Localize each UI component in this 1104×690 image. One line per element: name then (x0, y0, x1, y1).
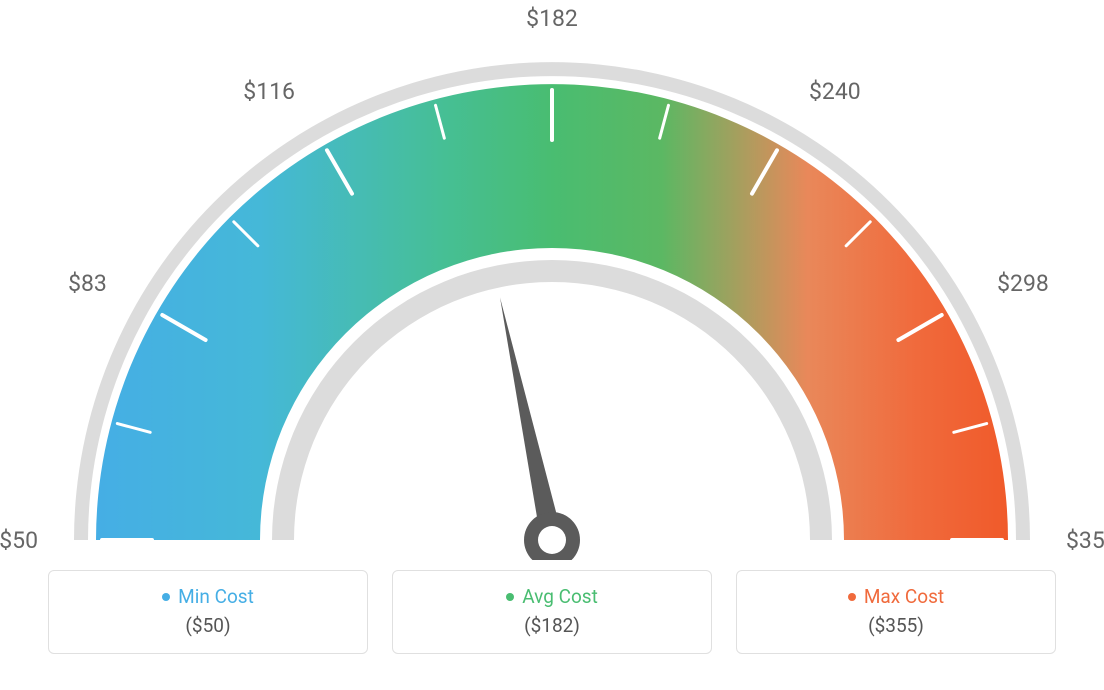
gauge-chart: $50 $83 $116 $182 $240 $298 $355 (0, 0, 1104, 560)
legend-card-max: Max Cost ($355) (736, 570, 1056, 654)
legend-title-max: Max Cost (848, 585, 944, 608)
legend-title-min: Min Cost (162, 585, 254, 608)
needle-hub-inner (538, 526, 566, 554)
legend-card-min: Min Cost ($50) (48, 570, 368, 654)
tick-label: $298 (997, 270, 1049, 297)
legend-row: Min Cost ($50) Avg Cost ($182) Max Cost … (0, 570, 1104, 654)
dot-icon (162, 593, 170, 601)
legend-card-avg: Avg Cost ($182) (392, 570, 712, 654)
legend-label: Avg Cost (522, 585, 598, 608)
gauge-svg: $50 $83 $116 $182 $240 $298 $355 (0, 0, 1104, 560)
color-arc (96, 84, 1008, 540)
tick-label: $116 (243, 78, 295, 105)
tick-label: $83 (68, 270, 107, 297)
tick-label: $355 (1066, 527, 1104, 554)
legend-value: ($50) (67, 614, 349, 637)
legend-title-avg: Avg Cost (506, 585, 598, 608)
legend-value: ($355) (755, 614, 1037, 637)
needle (500, 298, 563, 543)
legend-label: Min Cost (178, 585, 254, 608)
legend-value: ($182) (411, 614, 693, 637)
tick-label: $182 (526, 5, 578, 32)
dot-icon (506, 593, 514, 601)
legend-label: Max Cost (864, 585, 944, 608)
tick-label: $50 (0, 527, 38, 554)
tick-label: $240 (809, 78, 861, 105)
dot-icon (848, 593, 856, 601)
